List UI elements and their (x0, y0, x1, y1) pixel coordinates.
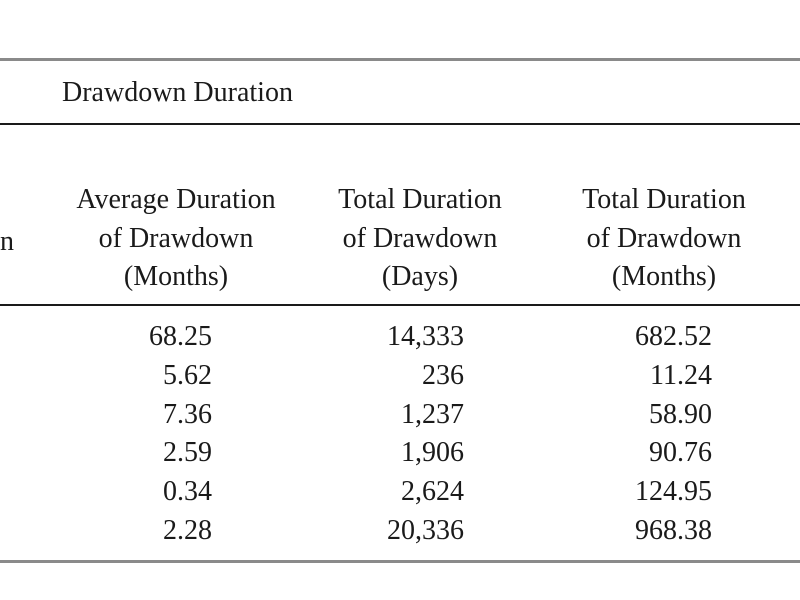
cell-total-duration-months: 58.90 (649, 398, 712, 430)
column-header-line: (Months) (123, 261, 229, 292)
cell-average-duration-months: 2.59 (163, 437, 212, 469)
column-header-line: (Days) (381, 261, 459, 292)
cell-total-duration-months: 124.95 (635, 476, 712, 508)
column-header-total-duration-months: Total Duration of Drawdown (Months) (554, 181, 774, 297)
cell-total-duration-months: 682.52 (635, 321, 712, 352)
cell-average-duration-months: 2.28 (163, 514, 212, 546)
cell-total-duration-days: 236 (422, 359, 464, 391)
table-row: 2.59 1,906 90.76 (0, 434, 800, 473)
cell-average-duration-months: 68.25 (149, 321, 212, 352)
cell-total-duration-days: 1,237 (401, 398, 464, 430)
cell-average-duration-months: 7.36 (163, 398, 212, 430)
clipped-column-header: n (0, 226, 14, 257)
table-row: 2.28 20,336 968.38 (0, 512, 800, 551)
table-row: 5.62 236 11.24 (0, 357, 800, 396)
column-header-rule (0, 304, 800, 306)
group-header-drawdown-duration: Drawdown Duration (62, 77, 293, 108)
column-header-total-duration-days: Total Duration of Drawdown (Days) (311, 181, 529, 297)
cell-total-duration-months: 90.76 (649, 437, 712, 469)
cell-total-duration-days: 1,906 (401, 437, 464, 469)
column-header-line: of Drawdown (342, 222, 498, 254)
cell-total-duration-months: 968.38 (635, 514, 712, 546)
table-row: 7.36 1,237 58.90 (0, 396, 800, 435)
column-header-line: Total Duration (582, 184, 746, 215)
group-header-rule (0, 123, 800, 125)
table-row: 0.34 2,624 124.95 (0, 473, 800, 512)
column-header-line: of Drawdown (98, 222, 254, 254)
table-row: 68.25 14,333 682.52 (0, 318, 800, 357)
cell-total-duration-days: 14,333 (387, 321, 464, 352)
column-header-line: Total Duration (338, 184, 502, 215)
column-header-average-duration-months: Average Duration of Drawdown (Months) (45, 181, 307, 297)
cell-average-duration-months: 5.62 (163, 359, 212, 391)
cell-total-duration-days: 2,624 (401, 476, 464, 508)
cell-average-duration-months: 0.34 (163, 476, 212, 508)
column-header-line: (Months) (611, 261, 717, 292)
cell-total-duration-days: 20,336 (387, 514, 464, 546)
column-header-line: Average Duration (76, 184, 276, 215)
table-body: 68.25 14,333 682.52 5.62 236 11.24 7.36 … (0, 318, 800, 551)
table-top-rule (0, 58, 800, 61)
column-header-line: of Drawdown (586, 222, 742, 254)
cell-total-duration-months: 11.24 (650, 359, 712, 391)
table-bottom-rule (0, 560, 800, 563)
